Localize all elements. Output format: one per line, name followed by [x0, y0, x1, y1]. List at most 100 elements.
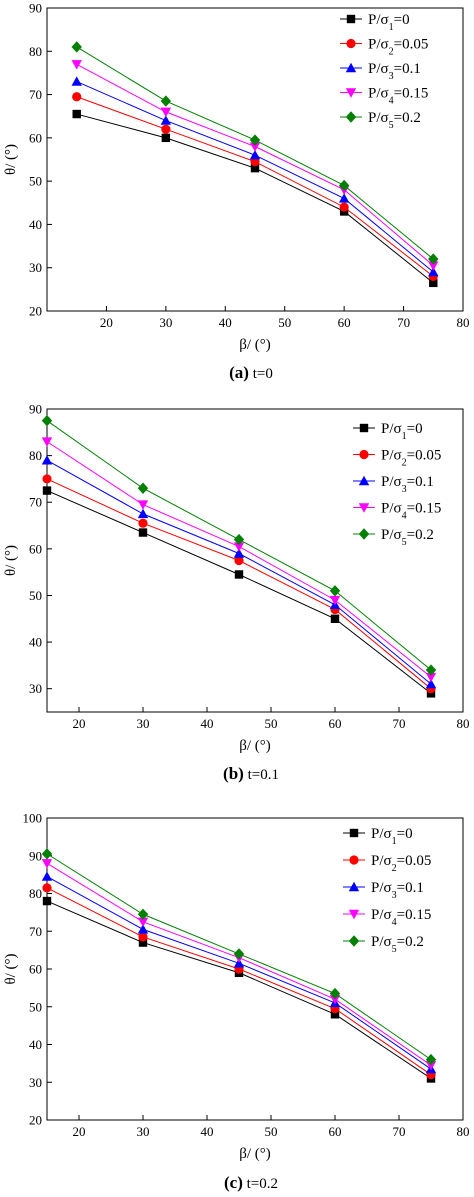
data-point-s5-5 [428, 253, 439, 265]
data-point-s1-1 [42, 486, 52, 495]
data-point-s1-2 [138, 528, 148, 537]
data-point-s1-2 [138, 938, 148, 947]
data-point-s2-2 [161, 124, 171, 134]
y-tick-label: 20 [29, 304, 42, 319]
y-tick-label: 50 [29, 999, 42, 1014]
legend-marker [358, 503, 370, 513]
plot-frame [46, 7, 464, 312]
x-axis-label: β/ (°) [239, 1146, 271, 1162]
x-axis-label: β/ (°) [239, 337, 271, 353]
caption-1: (a) t=0 [229, 363, 273, 382]
data-point-s3-4 [338, 193, 350, 203]
y-axis-label: θ/ (°) [3, 144, 19, 175]
x-tick-label: 20 [73, 1124, 86, 1139]
legend-label-5: P/σ5=0.2 [371, 934, 424, 955]
legend-marker [349, 855, 359, 865]
series-line-1 [46, 900, 432, 1079]
legend-marker [348, 935, 360, 947]
x-tick-label: 80 [457, 1124, 470, 1139]
legend-label-4: P/σ4=0.15 [381, 501, 441, 522]
data-point-s1-3 [250, 163, 260, 173]
x-tick-label: 30 [137, 716, 150, 731]
data-point-s5-5 [425, 664, 437, 676]
legend-marker [346, 14, 356, 24]
legend-marker [346, 38, 356, 49]
y-tick-label: 30 [29, 681, 42, 696]
data-point-s1-4 [330, 614, 340, 623]
x-tick-label: 50 [265, 1124, 278, 1139]
y-axis-label: θ/ (°) [3, 953, 19, 984]
chart-panel-1: 20 30 40 50 60 70 80 20 30 40 50 60 70 80 90 β/ (°) θ/ (… [3, 1, 470, 383]
data-point-s3-2 [137, 508, 149, 519]
y-tick-label: 80 [29, 448, 42, 463]
data-point-s5-4 [329, 585, 341, 597]
legend-label-1: P/σ1=0 [371, 826, 413, 847]
data-point-s3-3 [249, 149, 261, 160]
data-point-s1-5 [429, 278, 438, 288]
series-line-1 [46, 490, 432, 694]
x-tick-label: 60 [329, 1124, 342, 1139]
legend-marker [348, 881, 360, 892]
data-point-s5-2 [137, 908, 149, 920]
y-axis-label: θ/ (°) [3, 545, 19, 576]
data-point-s5-4 [338, 179, 350, 192]
x-tick-label: 50 [265, 716, 278, 731]
data-point-s3-1 [41, 871, 53, 881]
y-tick-label: 50 [29, 174, 42, 189]
data-point-s5-3 [249, 134, 261, 146]
x-tick-label: 40 [219, 315, 232, 330]
legend-label-5: P/σ5=0.2 [368, 110, 421, 131]
legend-label-3: P/σ3=0.1 [381, 474, 434, 495]
x-tick-label: 70 [393, 716, 406, 731]
chart-panel-2: 20 30 40 50 60 70 80 30 40 50 60 70 80 90 β/ (°) θ/ (°)… [3, 402, 470, 784]
y-tick-label: 90 [29, 848, 42, 863]
legend-label-5: P/σ5=0.2 [381, 527, 434, 548]
legend-marker [349, 828, 359, 838]
legend-label-2: P/σ2=0.05 [381, 448, 441, 469]
data-point-s5-1 [71, 41, 82, 53]
data-point-s3-5 [428, 266, 439, 277]
data-point-s4-5 [428, 261, 439, 271]
x-tick-label: 40 [201, 1124, 214, 1139]
y-tick-label: 90 [29, 1, 42, 16]
y-tick-label: 70 [29, 495, 42, 510]
data-point-s5-3 [233, 948, 245, 960]
data-point-s3-2 [160, 115, 172, 125]
data-point-s3-1 [71, 76, 82, 86]
y-tick-label: 30 [29, 260, 42, 275]
y-tick-label: 50 [29, 588, 42, 603]
data-point-s4-4 [329, 995, 341, 1005]
y-tick-label: 40 [29, 217, 42, 232]
y-tick-label: 70 [29, 924, 42, 939]
x-tick-label: 20 [73, 716, 86, 731]
y-tick-label: 40 [29, 635, 42, 650]
data-point-s5-1 [41, 414, 53, 427]
legend-label-1: P/σ1=0 [381, 421, 423, 442]
x-tick-label: 30 [137, 1124, 150, 1139]
x-tick-label: 60 [338, 315, 351, 330]
data-point-s1-3 [234, 570, 244, 579]
data-point-s4-1 [71, 60, 82, 70]
data-point-s3-5 [425, 678, 437, 689]
data-point-s2-3 [234, 555, 244, 566]
caption-2: (b) t=0.1 [223, 764, 279, 783]
y-tick-label: 60 [29, 130, 42, 145]
data-point-s2-2 [138, 932, 148, 942]
x-tick-label: 40 [201, 716, 214, 731]
y-tick-label: 20 [29, 1113, 42, 1128]
y-tick-label: 90 [29, 402, 42, 417]
legend-label-4: P/σ4=0.15 [368, 86, 428, 107]
x-tick-label: 30 [159, 315, 172, 330]
x-tick-label: 50 [278, 315, 291, 330]
plot-frame [46, 408, 464, 713]
data-point-s2-1 [72, 92, 82, 102]
data-point-s4-5 [425, 1061, 437, 1071]
y-tick-label: 100 [23, 811, 43, 826]
legend-marker [359, 449, 369, 460]
legend-marker [358, 528, 370, 540]
legend-marker [348, 909, 360, 920]
legend-label-1: P/σ1=0 [368, 12, 410, 33]
data-point-s3-2 [137, 924, 149, 934]
data-point-s4-2 [137, 500, 149, 510]
data-point-s1-2 [161, 133, 171, 143]
